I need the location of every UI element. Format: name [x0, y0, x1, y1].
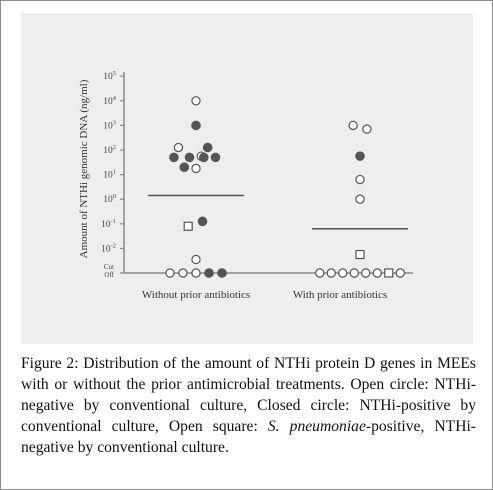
open-circle-point — [338, 268, 348, 278]
open-circle-point — [178, 268, 188, 278]
open-circle-point — [191, 254, 201, 265]
open-circle-point — [315, 268, 325, 278]
caption-italic: S. pneumoniae — [267, 418, 366, 435]
open-square-point — [355, 249, 365, 260]
closed-circle-point — [199, 152, 209, 163]
median-lines — [148, 194, 408, 230]
open-circle-point — [355, 194, 365, 204]
y-tick-label: 100 — [103, 193, 116, 205]
open-circle-point — [191, 96, 201, 106]
figure-caption: Figure 2: Distribution of the amount of … — [21, 353, 476, 458]
open-circle-point — [362, 124, 372, 134]
caption-tail: -positive, NTHi-negative by conventional… — [21, 418, 476, 456]
open-circle-point — [372, 268, 382, 278]
y-tick-label: 10-2 — [101, 242, 116, 254]
y-tick-label: 10-1 — [101, 218, 116, 230]
closed-circle-point — [210, 152, 221, 163]
open-circle-point — [173, 142, 184, 153]
cutoff-label-line2: Off — [104, 271, 114, 279]
closed-circle-point — [169, 152, 179, 163]
data-points — [165, 96, 405, 278]
closed-circle-point — [202, 142, 213, 153]
y-tick-label: 105 — [103, 70, 116, 82]
open-circle-point — [395, 268, 405, 278]
closed-circle-point — [184, 152, 195, 163]
axes — [123, 72, 413, 274]
x-category-label-with: With prior antibiotics — [293, 289, 387, 301]
y-axis-label: Amount of NTHi genomic DNA (ng/ml) — [78, 79, 90, 258]
closed-circle-point — [204, 268, 214, 278]
open-square-point — [183, 221, 193, 231]
open-circle-point — [191, 163, 201, 174]
closed-circle-point — [217, 268, 227, 278]
y-tick-label: 101 — [103, 169, 116, 181]
open-square-point — [384, 268, 394, 278]
open-circle-point — [326, 268, 336, 278]
open-circle-point — [165, 268, 175, 278]
open-circle-point — [349, 268, 359, 278]
y-tick-label: 103 — [103, 119, 116, 131]
closed-circle-point — [179, 162, 190, 173]
open-circle-point — [191, 268, 201, 278]
open-circle-point — [348, 120, 358, 131]
y-tick-label: 104 — [103, 95, 117, 107]
open-circle-point — [355, 174, 365, 185]
caption-lead: Figure 2: Distribution of the amount of … — [21, 355, 476, 435]
cutoff-label-line1: Cut — [104, 263, 114, 271]
closed-circle-point — [191, 120, 201, 131]
plot-panel: 105 104 103 102 101 100 10-1 10-2 Cut Off Amount … — [21, 13, 473, 344]
x-category-label-without: Without prior antibiotics — [142, 289, 250, 301]
closed-circle-point — [355, 151, 365, 161]
open-circle-point — [361, 268, 371, 278]
y-tick-label: 102 — [103, 144, 116, 156]
closed-circle-point — [197, 216, 208, 227]
